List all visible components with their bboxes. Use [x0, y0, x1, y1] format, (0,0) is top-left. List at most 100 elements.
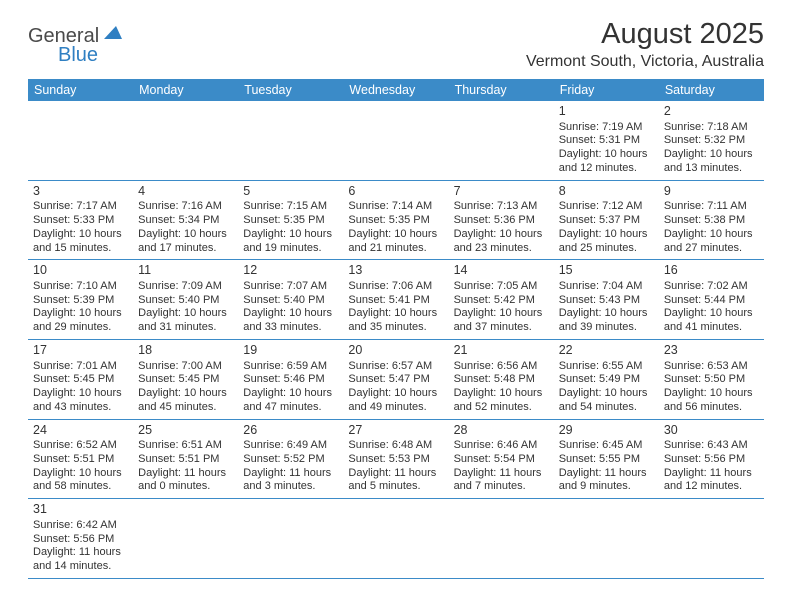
sunrise-line: Sunrise: 6:56 AM — [454, 360, 549, 374]
day-number: 29 — [559, 423, 654, 439]
day-number: 14 — [454, 263, 549, 279]
calendar-cell: 7Sunrise: 7:13 AMSunset: 5:36 PMDaylight… — [449, 180, 554, 260]
sunrise-line: Sunrise: 7:10 AM — [33, 280, 128, 294]
day-number: 23 — [664, 343, 759, 359]
calendar-cell: 6Sunrise: 7:14 AMSunset: 5:35 PMDaylight… — [343, 180, 448, 260]
calendar-cell: 25Sunrise: 6:51 AMSunset: 5:51 PMDayligh… — [133, 419, 238, 499]
calendar-cell: 23Sunrise: 6:53 AMSunset: 5:50 PMDayligh… — [659, 339, 764, 419]
sunrise-line: Sunrise: 6:43 AM — [664, 439, 759, 453]
sunset-line: Sunset: 5:56 PM — [33, 533, 128, 547]
day-number: 2 — [664, 104, 759, 120]
sunset-line: Sunset: 5:49 PM — [559, 373, 654, 387]
sunset-line: Sunset: 5:55 PM — [559, 453, 654, 467]
day-number: 3 — [33, 184, 128, 200]
day-number: 21 — [454, 343, 549, 359]
day-header: Wednesday — [343, 79, 448, 101]
sunset-line: Sunset: 5:32 PM — [664, 134, 759, 148]
sunrise-line: Sunrise: 6:55 AM — [559, 360, 654, 374]
calendar-head: SundayMondayTuesdayWednesdayThursdayFrid… — [28, 79, 764, 101]
calendar-row: 1Sunrise: 7:19 AMSunset: 5:31 PMDaylight… — [28, 101, 764, 180]
sunrise-line: Sunrise: 6:53 AM — [664, 360, 759, 374]
sunset-line: Sunset: 5:56 PM — [664, 453, 759, 467]
calendar-body: 1Sunrise: 7:19 AMSunset: 5:31 PMDaylight… — [28, 101, 764, 578]
sunset-line: Sunset: 5:43 PM — [559, 294, 654, 308]
calendar-cell-empty — [449, 101, 554, 180]
day-number: 15 — [559, 263, 654, 279]
calendar-row: 31Sunrise: 6:42 AMSunset: 5:56 PMDayligh… — [28, 499, 764, 579]
sunset-line: Sunset: 5:54 PM — [454, 453, 549, 467]
sunrise-line: Sunrise: 6:42 AM — [33, 519, 128, 533]
sunset-line: Sunset: 5:37 PM — [559, 214, 654, 228]
day-header: Friday — [554, 79, 659, 101]
calendar-cell-empty — [659, 499, 764, 579]
sunrise-line: Sunrise: 7:18 AM — [664, 121, 759, 135]
sunrise-line: Sunrise: 7:02 AM — [664, 280, 759, 294]
sunrise-line: Sunrise: 7:13 AM — [454, 200, 549, 214]
sunrise-line: Sunrise: 7:12 AM — [559, 200, 654, 214]
sunset-line: Sunset: 5:44 PM — [664, 294, 759, 308]
day-number: 10 — [33, 263, 128, 279]
day-number: 16 — [664, 263, 759, 279]
day-number: 9 — [664, 184, 759, 200]
daylight-line: Daylight: 10 hours and 12 minutes. — [559, 148, 654, 176]
day-number: 6 — [348, 184, 443, 200]
calendar-cell: 20Sunrise: 6:57 AMSunset: 5:47 PMDayligh… — [343, 339, 448, 419]
calendar-cell: 5Sunrise: 7:15 AMSunset: 5:35 PMDaylight… — [238, 180, 343, 260]
sunrise-line: Sunrise: 7:09 AM — [138, 280, 233, 294]
daylight-line: Daylight: 10 hours and 31 minutes. — [138, 307, 233, 335]
calendar-cell: 18Sunrise: 7:00 AMSunset: 5:45 PMDayligh… — [133, 339, 238, 419]
sunrise-line: Sunrise: 6:52 AM — [33, 439, 128, 453]
sunrise-line: Sunrise: 6:45 AM — [559, 439, 654, 453]
calendar-cell: 28Sunrise: 6:46 AMSunset: 5:54 PMDayligh… — [449, 419, 554, 499]
calendar-cell: 14Sunrise: 7:05 AMSunset: 5:42 PMDayligh… — [449, 260, 554, 340]
day-number: 17 — [33, 343, 128, 359]
calendar-row: 17Sunrise: 7:01 AMSunset: 5:45 PMDayligh… — [28, 339, 764, 419]
calendar-cell-empty — [554, 499, 659, 579]
day-number: 22 — [559, 343, 654, 359]
daylight-line: Daylight: 10 hours and 33 minutes. — [243, 307, 338, 335]
month-title: August 2025 — [526, 18, 764, 51]
day-header: Thursday — [449, 79, 554, 101]
day-number: 30 — [664, 423, 759, 439]
calendar-cell-empty — [133, 499, 238, 579]
calendar-cell: 26Sunrise: 6:49 AMSunset: 5:52 PMDayligh… — [238, 419, 343, 499]
sunrise-line: Sunrise: 6:59 AM — [243, 360, 338, 374]
title-block: August 2025 Vermont South, Victoria, Aus… — [526, 18, 764, 71]
daylight-line: Daylight: 11 hours and 9 minutes. — [559, 467, 654, 495]
sunrise-line: Sunrise: 7:17 AM — [33, 200, 128, 214]
daylight-line: Daylight: 11 hours and 5 minutes. — [348, 467, 443, 495]
sunset-line: Sunset: 5:46 PM — [243, 373, 338, 387]
daylight-line: Daylight: 10 hours and 17 minutes. — [138, 228, 233, 256]
day-number: 20 — [348, 343, 443, 359]
day-header: Sunday — [28, 79, 133, 101]
sunset-line: Sunset: 5:38 PM — [664, 214, 759, 228]
sunset-line: Sunset: 5:31 PM — [559, 134, 654, 148]
sunrise-line: Sunrise: 6:48 AM — [348, 439, 443, 453]
sunset-line: Sunset: 5:35 PM — [243, 214, 338, 228]
sunrise-line: Sunrise: 6:49 AM — [243, 439, 338, 453]
daylight-line: Daylight: 10 hours and 15 minutes. — [33, 228, 128, 256]
day-number: 26 — [243, 423, 338, 439]
daylight-line: Daylight: 10 hours and 35 minutes. — [348, 307, 443, 335]
daylight-line: Daylight: 11 hours and 12 minutes. — [664, 467, 759, 495]
daylight-line: Daylight: 10 hours and 41 minutes. — [664, 307, 759, 335]
daylight-line: Daylight: 10 hours and 21 minutes. — [348, 228, 443, 256]
calendar-cell: 30Sunrise: 6:43 AMSunset: 5:56 PMDayligh… — [659, 419, 764, 499]
day-number: 24 — [33, 423, 128, 439]
calendar-cell-empty — [238, 101, 343, 180]
sunset-line: Sunset: 5:45 PM — [138, 373, 233, 387]
calendar-cell: 8Sunrise: 7:12 AMSunset: 5:37 PMDaylight… — [554, 180, 659, 260]
daylight-line: Daylight: 10 hours and 45 minutes. — [138, 387, 233, 415]
day-header: Monday — [133, 79, 238, 101]
day-number: 5 — [243, 184, 338, 200]
sunrise-line: Sunrise: 7:11 AM — [664, 200, 759, 214]
daylight-line: Daylight: 10 hours and 13 minutes. — [664, 148, 759, 176]
daylight-line: Daylight: 10 hours and 49 minutes. — [348, 387, 443, 415]
sunset-line: Sunset: 5:40 PM — [138, 294, 233, 308]
daylight-line: Daylight: 10 hours and 56 minutes. — [664, 387, 759, 415]
sunset-line: Sunset: 5:50 PM — [664, 373, 759, 387]
daylight-line: Daylight: 10 hours and 23 minutes. — [454, 228, 549, 256]
day-header-row: SundayMondayTuesdayWednesdayThursdayFrid… — [28, 79, 764, 101]
calendar-cell-empty — [343, 101, 448, 180]
sunset-line: Sunset: 5:47 PM — [348, 373, 443, 387]
